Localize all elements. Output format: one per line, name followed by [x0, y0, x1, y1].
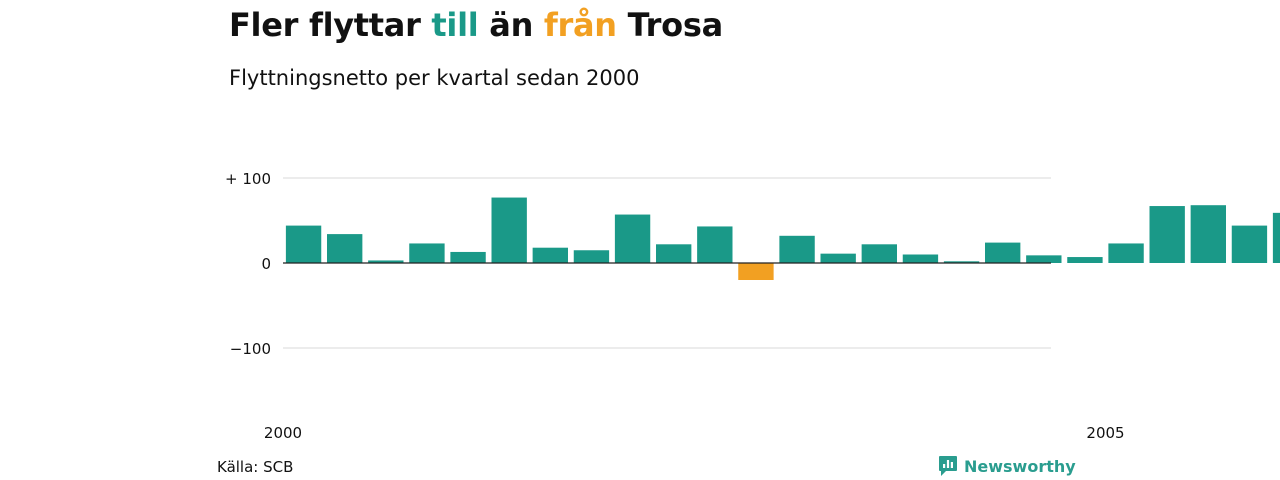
- newsworthy-logo[interactable]: Newsworthy: [938, 455, 1076, 477]
- title-word-from: från: [543, 6, 617, 44]
- grid-lines: [283, 177, 1051, 349]
- bar: [902, 254, 939, 263]
- y-axis-labels: + 100 0 −100: [225, 170, 271, 358]
- bar: [532, 247, 568, 263]
- bar: [1272, 212, 1280, 263]
- y-tick-label: 0: [261, 255, 271, 273]
- brand-name: Newsworthy: [964, 456, 1076, 476]
- bar: [1149, 206, 1185, 263]
- chart-title: Fler flyttar till än från Trosa: [229, 6, 723, 44]
- y-tick-label: + 100: [225, 170, 271, 188]
- title-part-more: Fler flyttar: [229, 6, 432, 44]
- bar: [820, 253, 856, 263]
- bar: [1231, 225, 1268, 263]
- bar: [861, 244, 897, 263]
- x-tick-label: 2005: [1086, 424, 1124, 442]
- bar: [327, 234, 363, 263]
- bar: [985, 242, 1021, 263]
- bar: [491, 197, 527, 263]
- bar: [450, 251, 486, 263]
- bar: [1026, 255, 1062, 263]
- bar: [779, 235, 815, 263]
- bar: [1108, 243, 1144, 263]
- bar: [738, 263, 774, 280]
- x-tick-label: 2000: [264, 424, 302, 442]
- bar: [368, 260, 404, 263]
- bar: [656, 244, 692, 263]
- bar: [285, 225, 322, 263]
- title-word-to: till: [431, 6, 479, 44]
- chart-subtitle: Flyttningsnetto per kvartal sedan 2000: [229, 66, 640, 90]
- bar: [697, 226, 733, 263]
- bar: [409, 243, 445, 263]
- x-axis-labels: 20002005201020152020: [264, 424, 1125, 442]
- bar: [1067, 257, 1103, 263]
- title-place: Trosa: [616, 6, 724, 44]
- bar: [573, 250, 610, 263]
- y-tick-label: −100: [230, 340, 271, 358]
- bars: [285, 197, 1280, 280]
- bar: [943, 261, 980, 263]
- title-part-than: än: [478, 6, 544, 44]
- source-note: Källa: SCB: [217, 458, 294, 476]
- newsworthy-logo-icon: [939, 456, 957, 476]
- bar: [614, 214, 651, 263]
- bar: [1190, 205, 1226, 263]
